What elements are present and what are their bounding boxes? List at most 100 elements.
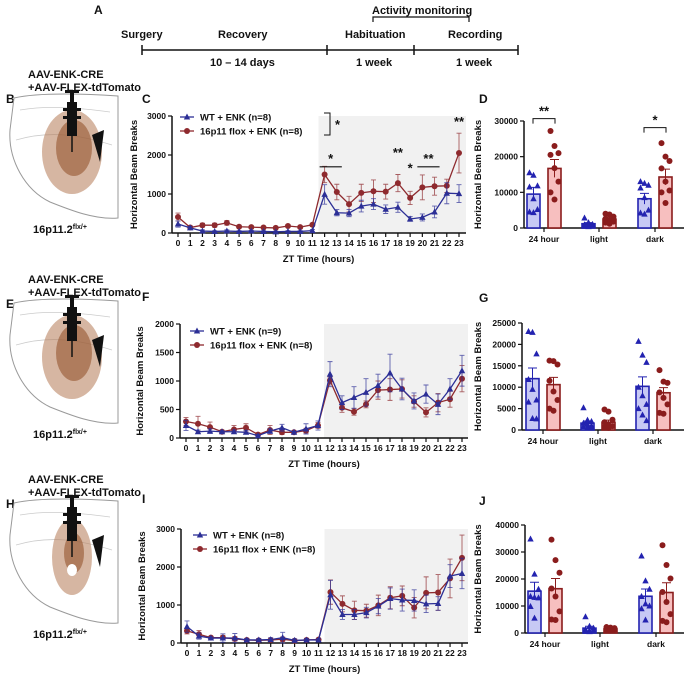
x-tick-label: 22 xyxy=(445,443,455,453)
significance-marker: * xyxy=(328,151,334,166)
individual-point xyxy=(662,178,669,185)
x-tick-label: 3 xyxy=(221,648,226,658)
individual-point xyxy=(639,351,646,358)
x-tick-label: 6 xyxy=(249,238,254,248)
individual-point xyxy=(588,424,595,431)
x-tick-label: 1 xyxy=(196,443,201,453)
x-tick-label: 0 xyxy=(176,238,181,248)
x-tick-label: 7 xyxy=(268,648,273,658)
x-tick-label: 17 xyxy=(385,443,395,453)
data-point xyxy=(296,227,304,234)
data-point xyxy=(338,399,346,406)
x-tick-label: 5 xyxy=(244,648,249,658)
individual-point xyxy=(533,396,540,403)
panel-label-h: H xyxy=(6,497,15,511)
individual-point xyxy=(660,410,667,417)
y-axis-title: Horizontal Beam Breaks xyxy=(129,120,140,229)
individual-point xyxy=(552,593,559,600)
panel-label-d: D xyxy=(479,92,488,106)
panel-label-c: C xyxy=(142,92,151,106)
data-point xyxy=(243,424,249,431)
data-point xyxy=(321,171,328,178)
individual-point xyxy=(525,398,532,405)
stage-surgery: Surgery xyxy=(121,29,163,41)
data-point xyxy=(422,600,430,607)
duration-recovery: 10 – 14 days xyxy=(210,57,275,69)
legend-marker-icon xyxy=(193,327,201,334)
individual-point xyxy=(527,603,534,610)
individual-point xyxy=(666,157,673,164)
x-tick-label: 21 xyxy=(430,238,440,248)
stage-recording: Recording xyxy=(448,29,502,41)
individual-point xyxy=(666,187,673,194)
legend-marker-icon xyxy=(194,342,200,348)
x-tick-label: 15 xyxy=(361,443,371,453)
dark-phase-shading xyxy=(318,116,466,233)
data-point xyxy=(284,227,292,234)
data-point xyxy=(375,602,382,609)
activity-monitoring-label: Activity monitoring xyxy=(372,5,472,17)
x-tick-label: 16 xyxy=(373,443,383,453)
data-point xyxy=(407,194,414,201)
individual-point xyxy=(526,169,533,176)
data-point xyxy=(370,200,377,207)
x-axis-title: ZT Time (hours) xyxy=(289,664,361,675)
lesion-spot-icon xyxy=(67,564,77,576)
data-point xyxy=(187,224,194,231)
genotype-label: 16p11.2flx/+ xyxy=(33,429,87,441)
individual-point xyxy=(531,593,538,600)
individual-point xyxy=(556,569,563,576)
individual-point xyxy=(642,600,649,607)
data-point xyxy=(260,227,267,234)
syringe-icon xyxy=(70,497,74,507)
individual-point xyxy=(552,617,559,624)
data-point xyxy=(374,382,382,389)
data-point xyxy=(410,397,418,404)
legend-label: WT + ENK (n=8) xyxy=(213,531,284,542)
individual-point xyxy=(638,605,645,612)
data-point xyxy=(266,427,274,434)
x-tick-label: 22 xyxy=(445,648,455,658)
individual-point xyxy=(641,210,648,217)
individual-point xyxy=(646,585,653,592)
y-tick-label: 40000 xyxy=(495,520,519,530)
y-tick-label: 2000 xyxy=(147,150,166,160)
data-point xyxy=(333,189,340,196)
significance-marker: ** xyxy=(423,151,434,166)
injection-label: +AAV-FLEX-tdTomato xyxy=(28,487,141,499)
x-tick-label: 2 xyxy=(209,648,214,658)
activity-bracket xyxy=(372,16,470,22)
x-axis-title: ZT Time (hours) xyxy=(283,254,355,265)
data-point xyxy=(333,209,341,216)
data-point xyxy=(446,385,454,392)
panel-label-e: E xyxy=(6,297,14,311)
y-tick-label: 10000 xyxy=(492,382,516,392)
individual-point xyxy=(609,416,616,423)
genotype-superscript: flx/+ xyxy=(73,429,87,436)
x-tick-label: 9 xyxy=(286,238,291,248)
x-tick-label: 17 xyxy=(386,648,396,658)
stage-habituation: Habituation xyxy=(345,29,406,41)
y-tick-label: 20000 xyxy=(494,152,518,162)
individual-point xyxy=(605,408,612,415)
y-tick-label: 0 xyxy=(514,628,519,638)
data-point xyxy=(272,228,279,235)
panel-label-g: G xyxy=(479,291,488,305)
y-axis-title: Horizontal Beam Breaks xyxy=(473,524,484,633)
y-tick-label: 25000 xyxy=(492,318,516,328)
syringe-icon xyxy=(63,313,81,316)
individual-point xyxy=(646,602,653,609)
data-point xyxy=(236,223,243,230)
x-tick-label: 13 xyxy=(338,648,348,658)
y-tick-label: 20000 xyxy=(492,339,516,349)
individual-point xyxy=(643,358,650,365)
dark-phase-shading xyxy=(324,529,468,643)
y-tick-label: 0 xyxy=(169,433,174,443)
data-point xyxy=(398,385,406,392)
injection-label: AAV-ENK-CRE xyxy=(28,474,104,486)
x-tick-label: 14 xyxy=(344,238,354,248)
panel-label-b: B xyxy=(6,92,15,106)
individual-point xyxy=(635,337,642,344)
individual-point xyxy=(607,627,614,634)
data-point xyxy=(243,636,250,643)
